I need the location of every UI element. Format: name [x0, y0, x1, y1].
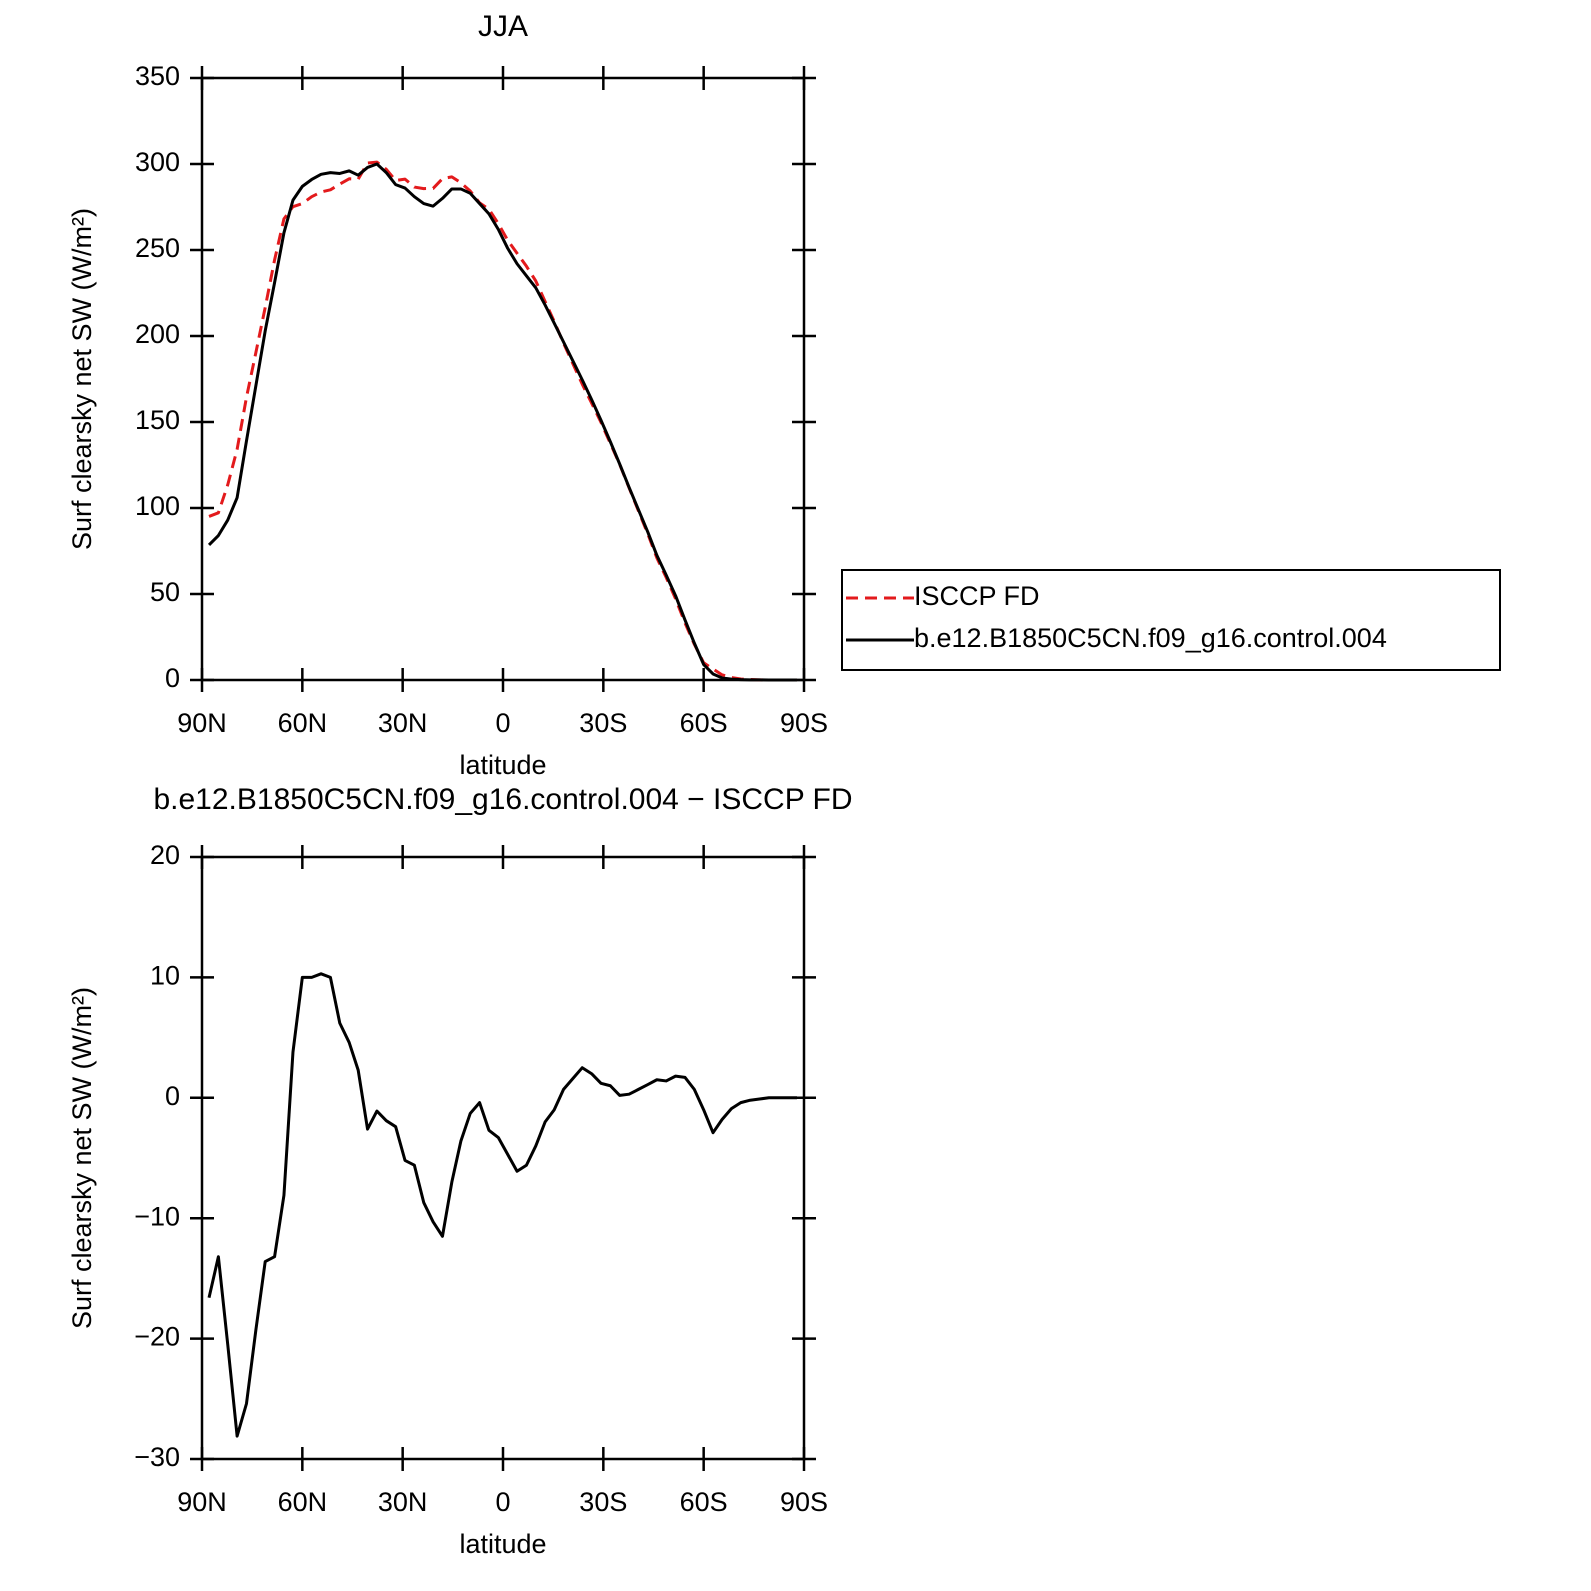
x-tick-label: 90N — [177, 708, 227, 738]
x-tick-label: 0 — [495, 708, 510, 738]
plot-frame — [200, 76, 806, 682]
y-tick-label: 100 — [135, 491, 180, 521]
y-tick-label: −20 — [134, 1322, 180, 1352]
x-axis-label: latitude — [459, 1529, 546, 1559]
x-tick-label: 60N — [278, 708, 328, 738]
x-tick-label: 90S — [780, 1487, 828, 1517]
y-tick-label: 300 — [135, 147, 180, 177]
y-tick-label: 250 — [135, 233, 180, 263]
chart-title: b.e12.B1850C5CN.f09_g16.control.004 − IS… — [153, 783, 852, 816]
legend-label: ISCCP FD — [914, 581, 1040, 611]
x-axis-label: latitude — [459, 750, 546, 780]
y-tick-label: 150 — [135, 405, 180, 435]
x-tick-label: 60N — [278, 1487, 328, 1517]
x-tick-label: 60S — [680, 708, 728, 738]
y-tick-label: 50 — [150, 577, 180, 607]
data-line — [207, 972, 797, 1438]
y-tick-label: −30 — [134, 1442, 180, 1472]
y-tick-label: 10 — [150, 961, 180, 991]
data-line — [207, 162, 797, 682]
y-tick-label: 350 — [135, 61, 180, 91]
x-tick-label: 30S — [579, 708, 627, 738]
x-tick-label: 60S — [680, 1487, 728, 1517]
y-tick-label: 200 — [135, 319, 180, 349]
x-tick-label: 0 — [495, 1487, 510, 1517]
legend-box — [841, 569, 1501, 671]
y-axis-label: Surf clearsky net SW (W/m²) — [67, 208, 97, 550]
x-tick-label: 90N — [177, 1487, 227, 1517]
y-tick-label: 0 — [165, 663, 180, 693]
x-tick-label: 30S — [579, 1487, 627, 1517]
y-axis-label: Surf clearsky net SW (W/m²) — [67, 987, 97, 1329]
x-tick-label: 30N — [378, 708, 428, 738]
y-tick-label: 0 — [165, 1081, 180, 1111]
plot-frame — [200, 855, 806, 1461]
data-line — [208, 160, 797, 682]
y-tick-label: −10 — [134, 1201, 180, 1231]
chart-title: JJA — [478, 10, 528, 43]
x-tick-label: 30N — [378, 1487, 428, 1517]
legend-label: b.e12.B1850C5CN.f09_g16.control.004 — [914, 623, 1387, 653]
y-tick-label: 20 — [150, 840, 180, 870]
x-tick-label: 90S — [780, 708, 828, 738]
